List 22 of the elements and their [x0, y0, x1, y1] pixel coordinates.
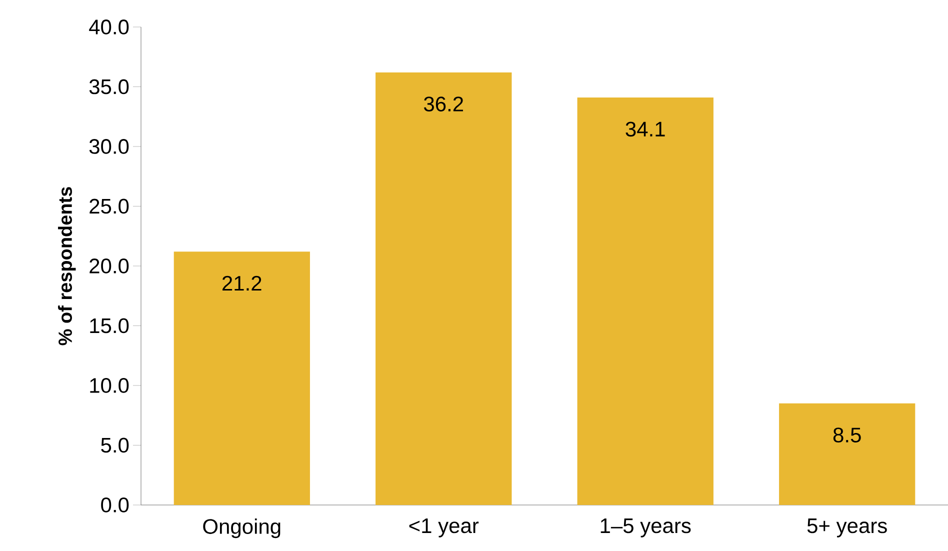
y-tick-label: 5.0: [101, 438, 129, 453]
y-tick-label: 15.0: [90, 318, 129, 334]
x-tick-label: <1 year: [409, 518, 479, 538]
bar: [376, 72, 512, 505]
bar: [577, 98, 714, 505]
y-tick-label: 30.0: [89, 139, 129, 154]
y-tick-label: 0.0: [101, 498, 129, 512]
y-tick-label: 40.0: [89, 20, 129, 34]
y-axis-title: % of respondents: [58, 187, 76, 346]
bar: [174, 252, 310, 505]
x-tick-label: 5+ years: [807, 518, 887, 538]
data-label: 21.2: [222, 276, 262, 291]
x-tick-label: 1–5 years: [600, 518, 691, 538]
y-tick-label: 35.0: [89, 79, 129, 94]
data-label: 8.5: [833, 428, 861, 442]
x-tick-label: Ongoing: [203, 518, 280, 538]
data-label: 36.2: [424, 96, 463, 112]
bar: [779, 403, 916, 505]
y-tick-label: 20.0: [90, 258, 129, 274]
y-tick-label: 25.0: [90, 198, 129, 214]
y-tick-label: 10.0: [90, 378, 129, 393]
data-label: 34.1: [626, 122, 665, 137]
